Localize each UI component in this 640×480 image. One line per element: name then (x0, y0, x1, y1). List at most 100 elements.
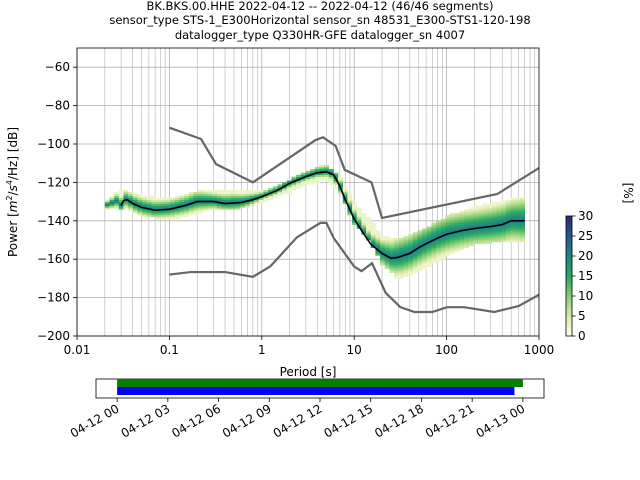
density-cell (520, 201, 525, 204)
density-cell (328, 178, 334, 181)
density-cell (370, 238, 376, 241)
density-cell (342, 188, 348, 191)
density-cell (356, 211, 362, 214)
density-cell (403, 263, 409, 266)
density-cell (426, 232, 432, 235)
density-cell (249, 199, 255, 202)
density-cell (398, 251, 404, 254)
density-cell (132, 197, 138, 200)
density-cell (450, 245, 456, 248)
density-cell (314, 167, 320, 170)
density-cell (431, 251, 437, 254)
density-cell (468, 211, 474, 214)
density-cell (520, 226, 525, 229)
density-cell (445, 224, 451, 227)
density-cell (417, 236, 423, 239)
density-cell (431, 230, 437, 233)
density-cell (128, 199, 134, 202)
density-cell (515, 228, 521, 231)
density-cell (520, 220, 525, 224)
density-cell (492, 226, 497, 229)
density-cell (370, 222, 376, 225)
density-cell (142, 201, 148, 204)
density-cell (370, 243, 376, 247)
density-cell (496, 228, 502, 231)
density-cell (389, 238, 395, 241)
density-cell (151, 211, 157, 214)
density-cell (506, 222, 511, 225)
density-cell (417, 266, 423, 270)
colorbar-tick-label: 10 (578, 289, 593, 303)
density-cell (454, 220, 460, 224)
density-cell (459, 211, 465, 214)
density-cell (291, 184, 297, 187)
density-cell (492, 222, 497, 225)
density-cell (352, 222, 358, 225)
density-cell (417, 243, 423, 247)
density-cell (408, 268, 414, 272)
density-cell (277, 190, 283, 193)
density-cell (356, 215, 362, 218)
density-cell (515, 201, 521, 204)
colorbar-ticks: 0 5 10 15 20 25 30 (572, 209, 593, 343)
density-cell (202, 205, 208, 208)
density-cell (230, 190, 236, 193)
nhnm-line (169, 126, 539, 220)
density-cell (174, 215, 180, 218)
density-cell (249, 190, 255, 193)
density-cell (482, 240, 488, 243)
density-cell (487, 238, 493, 241)
density-cell (394, 257, 400, 260)
density-cell (450, 218, 456, 222)
density-cell (408, 253, 414, 256)
density-cell (170, 215, 176, 218)
density-cell (170, 213, 176, 216)
density-cell (412, 255, 418, 258)
density-cell (520, 211, 525, 214)
density-cell (389, 253, 395, 256)
density-cell (501, 226, 507, 229)
density-cell (459, 238, 465, 241)
density-cell (347, 199, 353, 202)
density-cell (431, 253, 437, 256)
density-cell (123, 197, 129, 200)
density-cell (496, 203, 502, 206)
density-cell (431, 247, 437, 250)
density-cell (520, 232, 525, 235)
density-cell (454, 213, 460, 216)
density-cell (408, 240, 414, 243)
median-layer (120, 171, 525, 260)
density-cell (445, 218, 451, 222)
density-cell (487, 218, 493, 222)
density-cell (473, 222, 479, 225)
density-cell (202, 201, 208, 204)
density-cell (170, 197, 176, 200)
density-cell (226, 207, 232, 210)
density-cell (347, 211, 353, 214)
density-cell (380, 259, 386, 262)
density-cell (510, 209, 516, 212)
density-cell (464, 236, 470, 239)
density-cell (207, 207, 213, 210)
density-cell (268, 195, 274, 199)
density-cell (174, 199, 180, 202)
density-cell (160, 207, 166, 210)
density-cell (324, 176, 330, 179)
density-cell (398, 253, 404, 256)
density-cell (510, 199, 516, 202)
density-cell (431, 241, 437, 245)
density-cell (478, 218, 483, 222)
density-cell (142, 211, 148, 214)
density-cell (352, 211, 358, 214)
density-cell (501, 211, 507, 214)
density-cell (202, 209, 208, 212)
density-cell (426, 257, 432, 260)
density-cell (375, 238, 381, 241)
density-cell (459, 228, 465, 231)
density-cell (450, 216, 456, 220)
density-cell (510, 238, 516, 241)
density-cell (361, 226, 367, 229)
density-cell (300, 174, 306, 177)
y-axis-label: Power [m2/s4/Hz] [dB] (5, 127, 20, 257)
density-cell (450, 215, 456, 218)
